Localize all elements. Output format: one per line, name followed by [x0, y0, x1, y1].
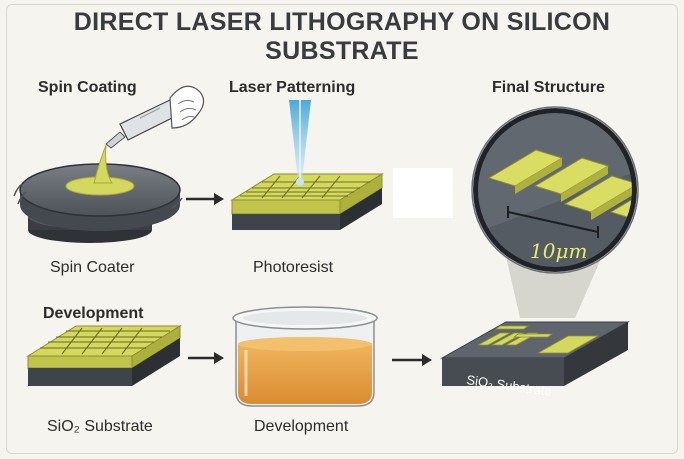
developed-substrate-block	[26, 325, 182, 386]
laser-patterning-block	[230, 173, 384, 230]
spin-coater-icon	[13, 144, 183, 243]
diagram-title-line2: SUBSTRATE	[265, 37, 419, 65]
step-label-final-structure: Final Structure	[492, 79, 605, 96]
pipette-hand-icon	[105, 85, 205, 149]
scale-bar-label: 10μm	[530, 239, 587, 263]
diagram-title-line1: DIRECT LASER LITHOGRAPHY ON SILICON	[73, 8, 611, 36]
caption-photoresist: Photoresist	[253, 259, 334, 276]
developer-beaker-icon	[232, 306, 378, 407]
step-label-spin-coating: Spin Coating	[38, 79, 137, 96]
arrow-development-to-final	[392, 354, 432, 366]
step-label-laser-patterning: Laser Patterning	[229, 79, 356, 96]
arrow-substrate-to-development	[188, 352, 224, 364]
final-chip-block: SiO₂ Substrate	[440, 321, 630, 399]
caption-development: Development	[254, 418, 349, 435]
blank-placeholder	[393, 168, 453, 218]
caption-spin-coater: Spin Coater	[50, 259, 135, 276]
laser-beam-icon	[289, 100, 311, 186]
step-label-development: Development	[43, 305, 144, 322]
magnifier-detail: 10μm	[471, 106, 639, 318]
arrow-spin-to-laser	[186, 193, 224, 205]
caption-sio2-substrate: SiO₂ Substrate	[47, 418, 153, 435]
final-chip-pattern	[477, 325, 600, 354]
